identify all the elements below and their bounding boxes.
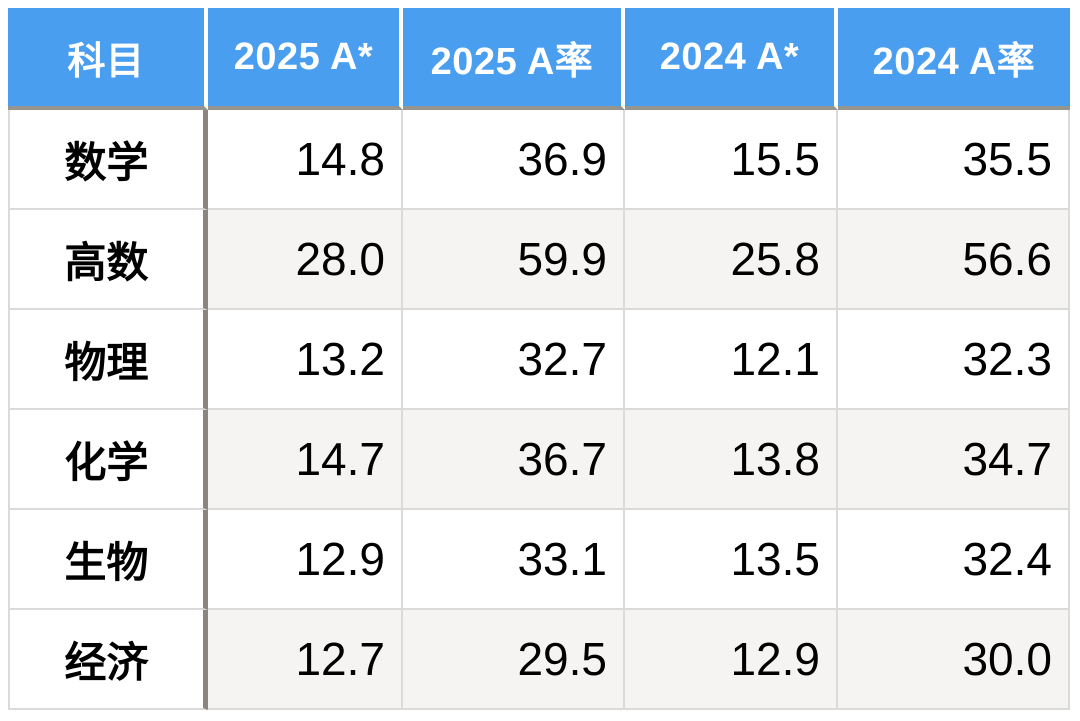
value-cell: 15.5	[625, 110, 838, 210]
table-row: 生物 12.9 33.1 13.5 32.4	[8, 510, 1070, 610]
value-cell: 13.8	[625, 410, 838, 510]
value-cell: 36.9	[403, 110, 625, 210]
subject-cell: 高数	[8, 210, 208, 310]
grade-statistics-table-container: 科目 2025 A* 2025 A率 2024 A* 2024 A率 数学 14.…	[8, 8, 1070, 710]
value-cell: 30.0	[838, 610, 1070, 710]
value-cell: 32.7	[403, 310, 625, 410]
value-cell: 12.1	[625, 310, 838, 410]
subject-cell: 经济	[8, 610, 208, 710]
subject-grade-table: 科目 2025 A* 2025 A率 2024 A* 2024 A率 数学 14.…	[8, 8, 1070, 710]
column-header-2024-a-rate: 2024 A率	[838, 8, 1070, 110]
value-cell: 59.9	[403, 210, 625, 310]
value-cell: 29.5	[403, 610, 625, 710]
value-cell: 13.5	[625, 510, 838, 610]
subject-cell: 生物	[8, 510, 208, 610]
column-header-2024-astar: 2024 A*	[625, 8, 838, 110]
value-cell: 25.8	[625, 210, 838, 310]
value-cell: 12.7	[208, 610, 403, 710]
value-cell: 33.1	[403, 510, 625, 610]
subject-cell: 化学	[8, 410, 208, 510]
value-cell: 13.2	[208, 310, 403, 410]
column-header-2025-a-rate: 2025 A率	[403, 8, 625, 110]
subject-cell: 物理	[8, 310, 208, 410]
value-cell: 14.7	[208, 410, 403, 510]
value-cell: 56.6	[838, 210, 1070, 310]
column-header-2025-astar: 2025 A*	[208, 8, 403, 110]
value-cell: 14.8	[208, 110, 403, 210]
value-cell: 36.7	[403, 410, 625, 510]
subject-cell: 数学	[8, 110, 208, 210]
column-header-subject: 科目	[8, 8, 208, 110]
table-row: 经济 12.7 29.5 12.9 30.0	[8, 610, 1070, 710]
table-row: 高数 28.0 59.9 25.8 56.6	[8, 210, 1070, 310]
table-row: 数学 14.8 36.9 15.5 35.5	[8, 110, 1070, 210]
table-row: 化学 14.7 36.7 13.8 34.7	[8, 410, 1070, 510]
value-cell: 32.3	[838, 310, 1070, 410]
value-cell: 32.4	[838, 510, 1070, 610]
value-cell: 35.5	[838, 110, 1070, 210]
table-header: 科目 2025 A* 2025 A率 2024 A* 2024 A率	[8, 8, 1070, 110]
header-row: 科目 2025 A* 2025 A率 2024 A* 2024 A率	[8, 8, 1070, 110]
value-cell: 28.0	[208, 210, 403, 310]
value-cell: 34.7	[838, 410, 1070, 510]
value-cell: 12.9	[625, 610, 838, 710]
value-cell: 12.9	[208, 510, 403, 610]
table-row: 物理 13.2 32.7 12.1 32.3	[8, 310, 1070, 410]
table-body: 数学 14.8 36.9 15.5 35.5 高数 28.0 59.9 25.8 56.6 物理 13…	[8, 110, 1070, 710]
